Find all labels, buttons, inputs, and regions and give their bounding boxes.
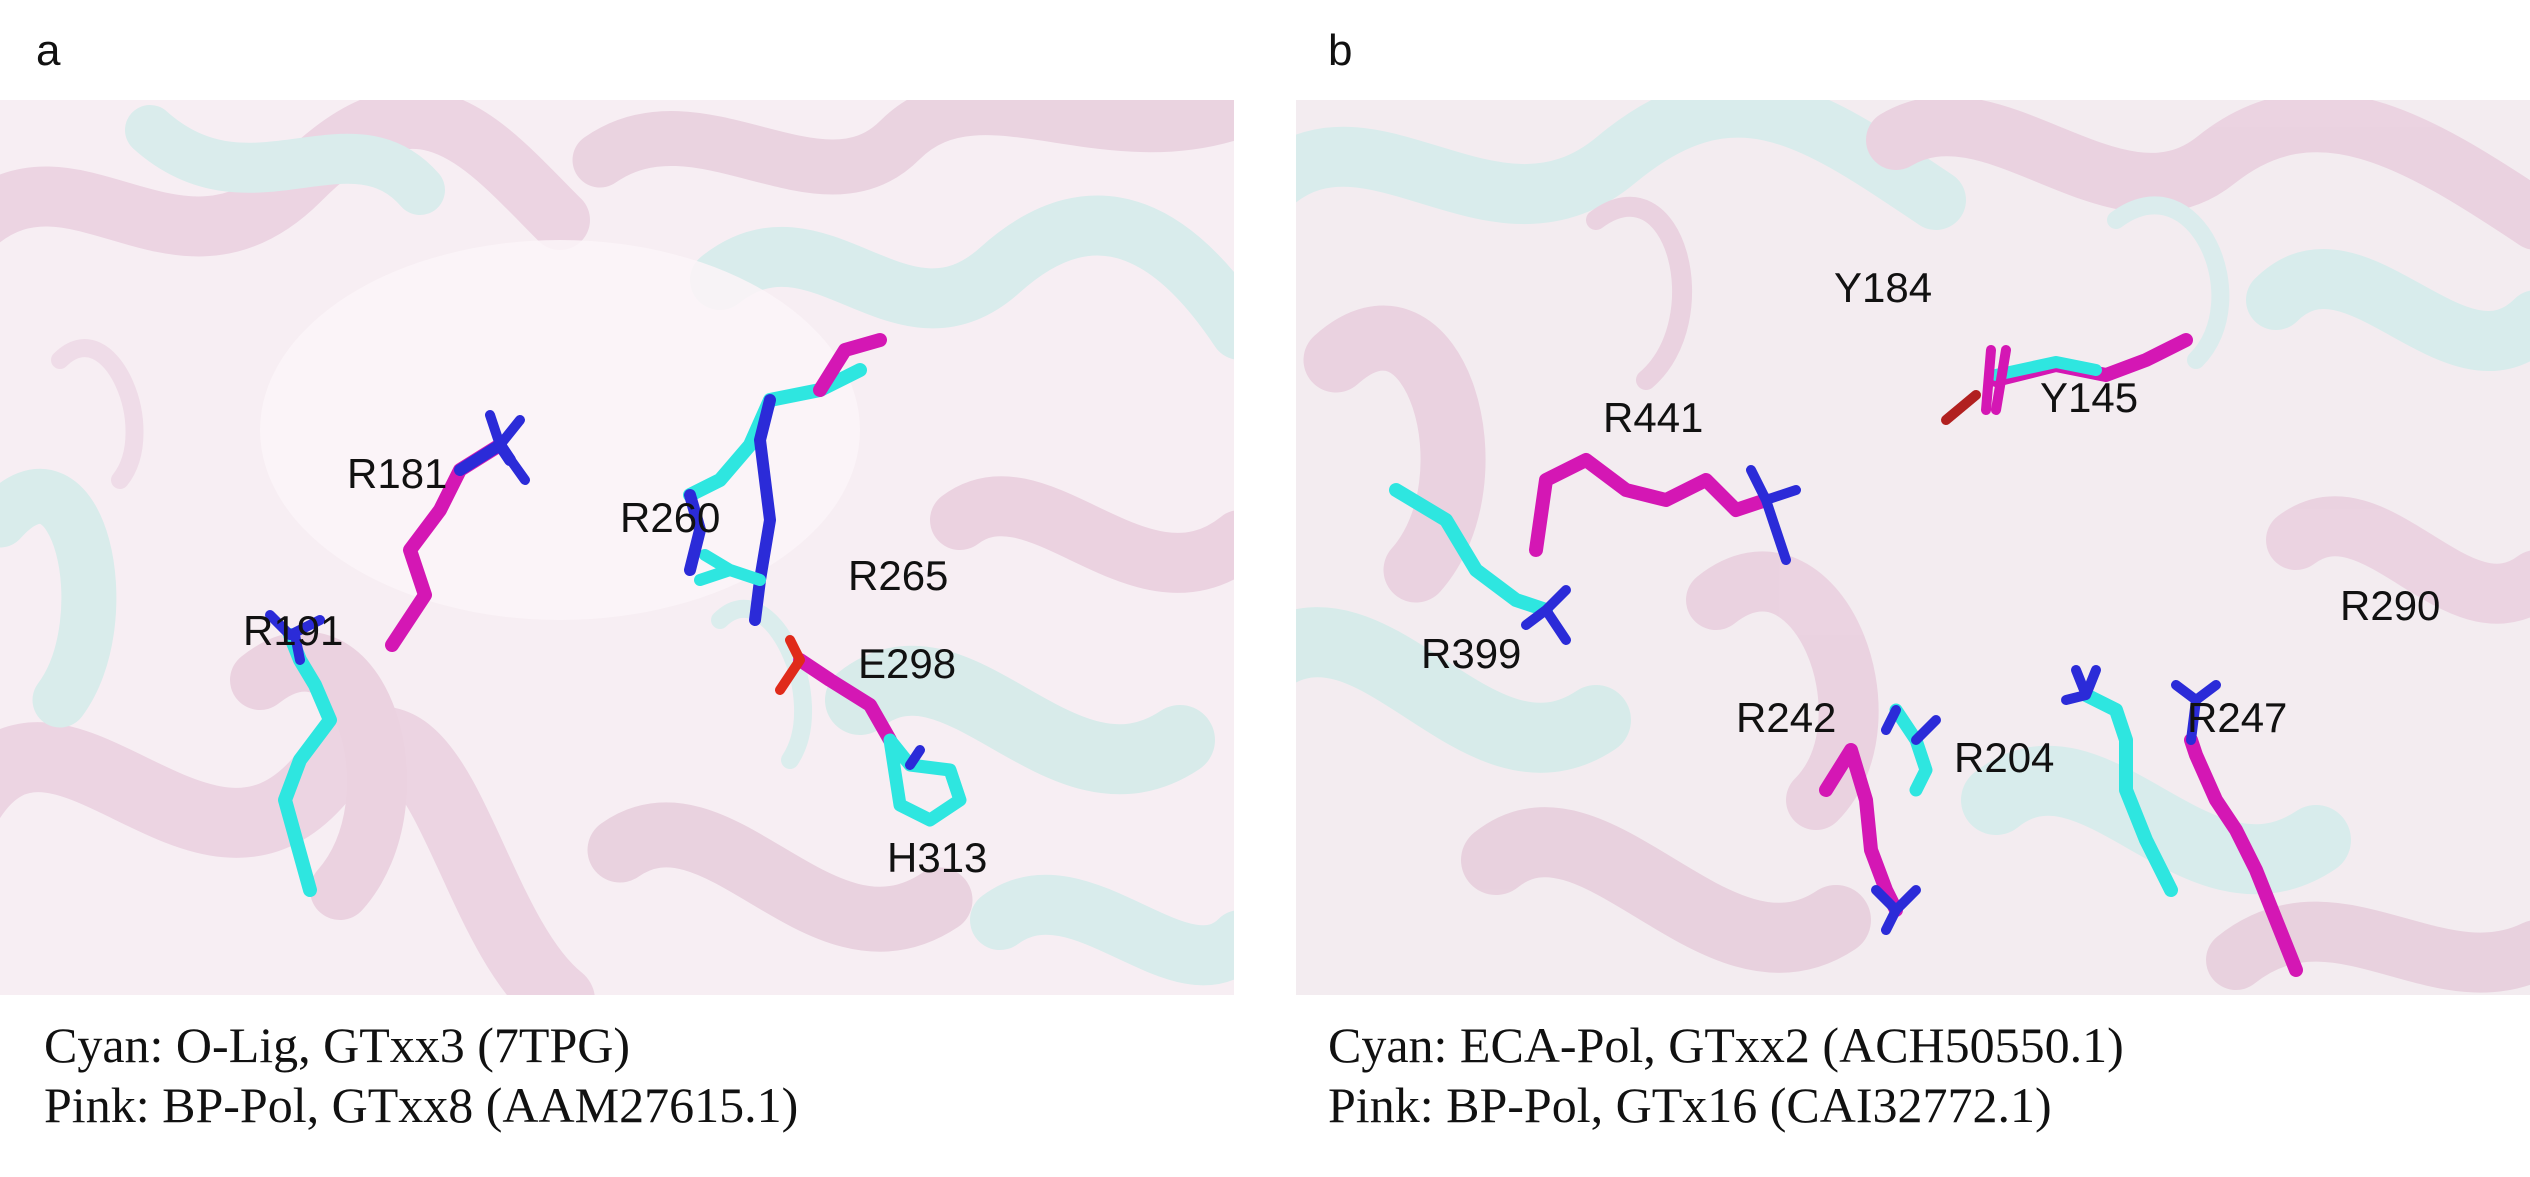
- label-r265: R265: [848, 552, 948, 599]
- label-e298: E298: [858, 640, 956, 687]
- panel-b-letter: b: [1328, 26, 1353, 75]
- label-r247: R247: [2187, 694, 2287, 741]
- label-r191: R191: [243, 607, 343, 654]
- panel-b-caption-pink: Pink: BP-Pol, GTx16 (CAI32772.1): [1328, 1077, 2052, 1133]
- panel-a-caption: Cyan: O-Lig, GTxx3 (7TPG) Pink: BP-Pol, …: [44, 1015, 798, 1135]
- panel-b-ribbons: [1296, 100, 2530, 993]
- panel-b-svg: Y184 Y145 R441 R399 R242 R204 R247 R290: [1296, 100, 2530, 995]
- panel-b-caption-cyan: Cyan: ECA-Pol, GTxx2 (ACH50550.1): [1328, 1017, 2124, 1073]
- label-y184: Y184: [1834, 264, 1932, 311]
- label-h313: H313: [887, 834, 987, 881]
- label-r181: R181: [347, 450, 447, 497]
- label-r441: R441: [1603, 394, 1703, 441]
- panel-a-ribbons: [0, 100, 1234, 995]
- panel-a-caption-cyan: Cyan: O-Lig, GTxx3 (7TPG): [44, 1017, 631, 1073]
- label-r399: R399: [1421, 630, 1521, 677]
- label-r204: R204: [1954, 734, 2054, 781]
- panel-a-caption-pink: Pink: BP-Pol, GTxx8 (AAM27615.1): [44, 1077, 799, 1133]
- label-y145: Y145: [2040, 374, 2138, 421]
- panel-b-sticks: [1389, 333, 2303, 977]
- panel-a-letter: a: [36, 26, 61, 75]
- panel-b-structure: Y184 Y145 R441 R399 R242 R204 R247 R290: [1296, 100, 2530, 995]
- label-r290: R290: [2340, 582, 2440, 629]
- label-r260: R260: [620, 494, 720, 541]
- panel-a-svg: R181 R191 R260 R265 E298 H313: [0, 100, 1234, 995]
- label-r242: R242: [1736, 694, 1836, 741]
- panel-b-caption: Cyan: ECA-Pol, GTxx2 (ACH50550.1) Pink: …: [1328, 1015, 2124, 1135]
- panel-a-sticks: [265, 333, 967, 897]
- panel-a-structure: R181 R191 R260 R265 E298 H313: [0, 100, 1234, 995]
